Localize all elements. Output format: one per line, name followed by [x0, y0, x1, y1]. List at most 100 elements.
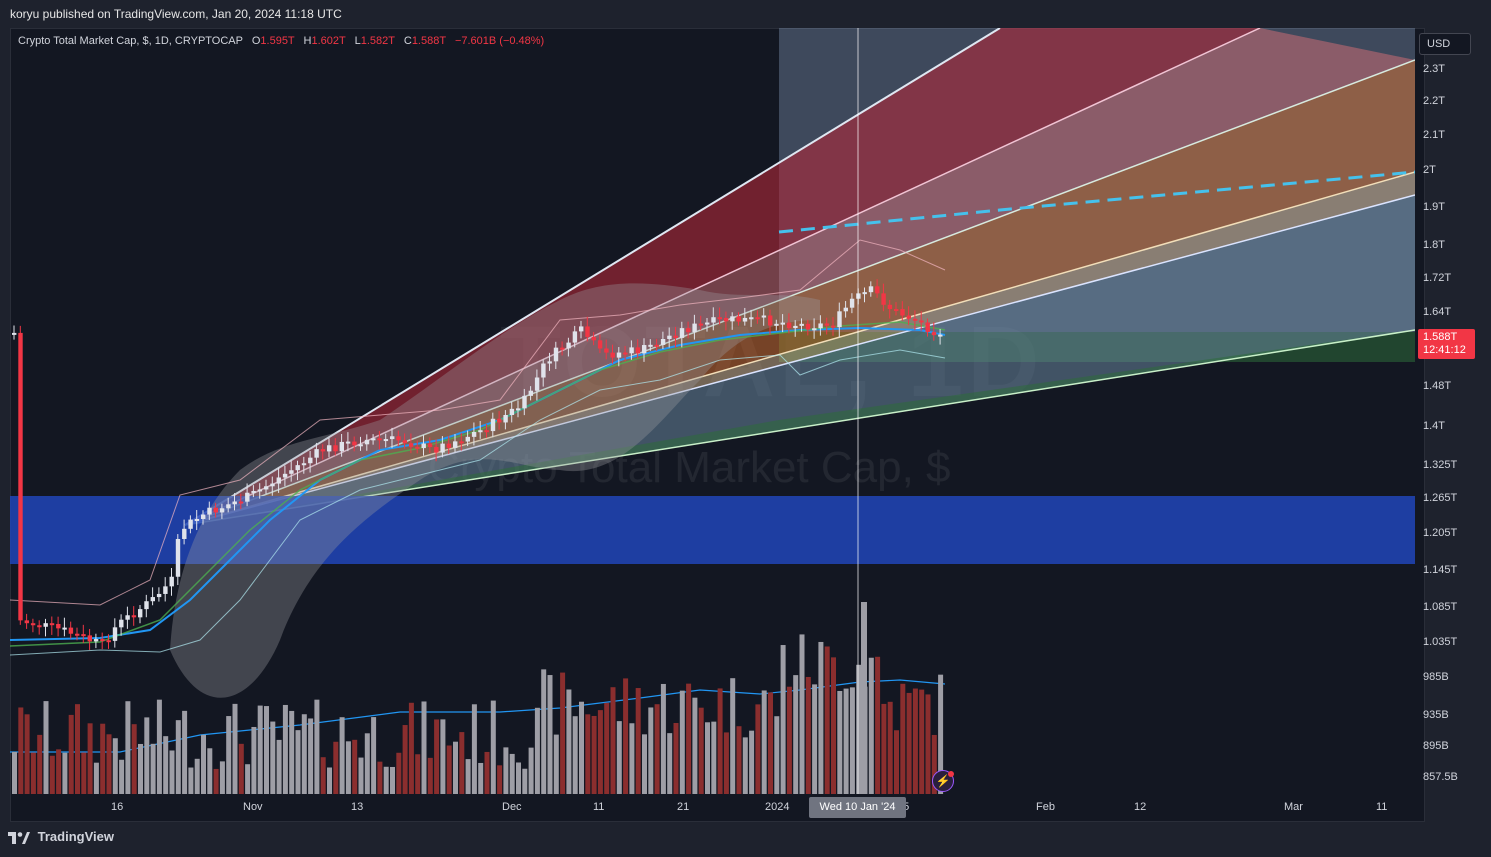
- volume-bar: [755, 704, 761, 794]
- price-tick: 2.1T: [1423, 129, 1446, 141]
- candle-body: [503, 415, 508, 423]
- volume-bar: [219, 761, 225, 794]
- volume-bar: [919, 689, 925, 794]
- candle-body: [339, 441, 344, 452]
- candle-body: [654, 344, 659, 347]
- volume-bar: [931, 734, 937, 794]
- volume-bar: [364, 733, 370, 794]
- volume-bar: [843, 688, 849, 794]
- candle-body: [497, 418, 502, 423]
- candle-body: [597, 340, 603, 349]
- volume-bar: [440, 719, 446, 794]
- fan-line-6: [184, 329, 1415, 526]
- volume-bar: [182, 710, 188, 794]
- volume-bar: [371, 717, 377, 794]
- volume-bar: [900, 683, 906, 794]
- volume-bar: [579, 701, 584, 794]
- candle-body: [793, 325, 798, 329]
- candle-body: [345, 441, 351, 444]
- chart-canvas[interactable]: [10, 28, 1415, 794]
- volume-bar: [623, 678, 629, 794]
- candlesticks: [12, 279, 943, 650]
- volume-bar: [484, 751, 490, 794]
- volume-bar: [257, 705, 263, 794]
- time-tick: Dec: [502, 801, 522, 813]
- volume-bar: [534, 707, 540, 794]
- candle-body: [490, 418, 496, 432]
- volume-bar: [849, 687, 855, 794]
- candle-body: [49, 623, 55, 626]
- price-axis[interactable]: 2.3T 2.2T 2.1T 2T 1.9T 1.8T 1.72T 1.64T …: [1416, 28, 1491, 794]
- candle-body: [377, 438, 382, 441]
- candle-body: [534, 377, 540, 391]
- candle-body: [572, 331, 578, 343]
- volume-bar: [226, 716, 232, 794]
- volume-bar: [642, 734, 647, 794]
- footer-brand[interactable]: TradingView: [8, 829, 114, 849]
- volume-bar: [138, 743, 143, 794]
- volume-bar: [100, 723, 106, 794]
- volume-bar: [264, 706, 269, 794]
- candle-body: [24, 620, 29, 624]
- volume-bar: [742, 737, 748, 794]
- volume-bar: [831, 657, 836, 794]
- volume-bar: [295, 730, 301, 794]
- candle-body: [194, 518, 200, 521]
- volume-bar: [270, 721, 276, 794]
- candle-body: [591, 336, 596, 341]
- volume-bar: [144, 717, 150, 794]
- volume-bar: [717, 688, 723, 794]
- volume-bar: [232, 703, 238, 794]
- volume-bar: [106, 734, 112, 794]
- legend-symbol: Crypto Total Market Cap, $, 1D, CRYPTOCA…: [18, 35, 243, 47]
- volume-bar: [799, 634, 805, 794]
- volume-bar: [150, 743, 156, 794]
- candle-body: [402, 440, 407, 444]
- volume-bar: [560, 672, 566, 794]
- volume-bar: [723, 732, 729, 794]
- candle-body: [56, 623, 61, 629]
- publisher-text: koryu published on TradingView.com, Jan …: [10, 7, 342, 21]
- candle-body: [30, 623, 36, 626]
- symbol-legend[interactable]: Crypto Total Market Cap, $, 1D, CRYPTOCA…: [18, 35, 544, 47]
- candle-body: [100, 639, 105, 642]
- volume-bar: [30, 752, 36, 794]
- candle-body: [824, 323, 830, 326]
- volume-bar: [861, 602, 867, 794]
- legend-close: 1.588T: [411, 35, 446, 47]
- candle-body: [226, 504, 231, 509]
- candle-body: [75, 633, 80, 636]
- volume-bar: [698, 707, 704, 794]
- candle-body: [698, 323, 704, 326]
- time-axis[interactable]: 16 Nov 13 Dec 11 21 2024 15 Feb 12 Mar 1…: [10, 795, 1415, 821]
- candle-body: [301, 463, 307, 466]
- price-tick: 895B: [1423, 740, 1449, 752]
- volume-bar: [824, 646, 830, 794]
- price-tick: 1.8T: [1423, 239, 1446, 251]
- currency-selector[interactable]: USD: [1419, 33, 1471, 55]
- volume-bar: [761, 690, 767, 794]
- volume-bar: [358, 757, 364, 794]
- candle-body: [742, 317, 748, 322]
- volume-bar: [547, 675, 553, 794]
- candle-body: [755, 317, 760, 320]
- candle-body: [270, 483, 275, 487]
- volume-bar: [62, 752, 68, 794]
- candle-body: [868, 286, 874, 293]
- candle-body: [169, 576, 174, 587]
- volume-bar: [352, 739, 358, 794]
- candle-body: [642, 345, 647, 354]
- volume-bar: [705, 722, 710, 794]
- volume-bar: [616, 721, 622, 794]
- volume-bar: [169, 750, 175, 794]
- price-tick: 1.72T: [1423, 272, 1452, 284]
- volume-bar: [497, 765, 503, 794]
- volume-bar: [629, 723, 635, 794]
- candle-body: [805, 323, 811, 330]
- candle-body: [786, 322, 792, 329]
- price-tick: 2T: [1423, 164, 1436, 176]
- volume-bar: [591, 715, 597, 794]
- candle-body: [131, 615, 137, 618]
- candle-body: [875, 286, 880, 294]
- candle-body: [396, 436, 401, 441]
